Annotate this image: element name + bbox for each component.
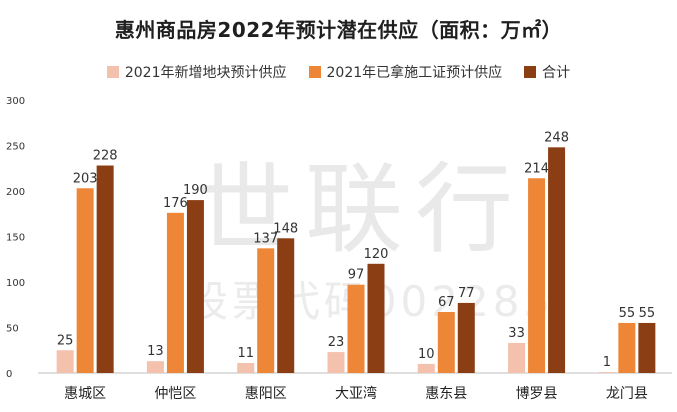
y-tick-label: 250 [6,142,25,153]
legend-swatch-permitted [308,66,321,78]
legend-label-total: 合计 [542,65,571,81]
bar-total [638,322,656,373]
data-label: 190 [183,183,208,198]
data-label: 214 [524,161,549,176]
data-label: 25 [57,333,74,348]
legend-item-new-land: 2021年新增地块预计供应 [106,62,287,82]
bar-total [96,165,114,373]
x-category-label: 惠阳区 [245,386,287,402]
legend-swatch-new-land [106,66,119,78]
bar-new-land [56,350,74,373]
data-label: 97 [348,268,365,283]
bar-new-land [146,361,164,373]
chart-legend: 2021年新增地块预计供应 2021年已拿施工证预计供应 合计 [0,62,677,82]
x-category-label: 惠城区 [64,386,106,402]
bar-new-land [327,352,345,373]
bar-new-land [417,363,435,373]
bar-total [367,263,385,373]
bar-permitted [347,284,365,373]
bar-permitted [166,212,184,373]
bar-new-land [508,342,526,373]
chart-title: 惠州商品房2022年预计潜在供应（面积：万㎡） [114,18,563,42]
data-label: 23 [328,335,345,350]
data-label: 120 [364,247,389,262]
data-label: 13 [147,344,164,359]
bar-permitted [528,178,546,373]
bar-total [548,147,566,373]
bar-total [186,200,204,373]
bar-new-land [598,372,616,373]
legend-label-new-land: 2021年新增地块预计供应 [124,65,287,81]
x-category-label: 龙门县 [606,386,648,402]
bar-permitted [257,248,275,373]
bar-permitted [76,188,94,373]
data-label: 176 [163,196,188,211]
x-category-label: 博罗县 [516,385,558,402]
data-label: 55 [619,306,636,321]
y-tick-label: 0 [6,369,12,380]
data-label: 228 [93,149,118,164]
data-label: 137 [253,231,278,246]
bar-total [277,238,295,373]
data-label: 11 [237,346,254,361]
y-tick-label: 150 [6,233,25,244]
data-label: 148 [273,221,298,236]
x-category-label: 仲恺区 [154,386,196,402]
y-tick-label: 100 [6,278,25,289]
legend-label-permitted: 2021年已拿施工证预计供应 [326,65,503,81]
y-tick-label: 300 [6,96,25,107]
data-label: 77 [458,286,475,301]
legend-swatch-total [524,66,537,78]
legend-item-total: 合计 [524,62,570,82]
x-category-label: 惠东县 [425,386,467,402]
data-label: 203 [73,171,98,186]
bar-permitted [437,312,455,373]
data-label: 10 [418,347,435,362]
data-label: 1 [603,355,611,370]
bar-permitted [618,322,636,373]
data-label: 33 [508,326,525,341]
data-label: 67 [438,295,455,310]
data-label: 55 [639,306,656,321]
bar-new-land [237,362,255,373]
data-label: 248 [544,130,569,145]
y-tick-label: 200 [6,187,25,198]
bar-total [457,302,475,373]
legend-item-permitted: 2021年已拿施工证预计供应 [308,62,503,82]
x-category-label: 大亚湾 [335,385,377,402]
y-tick-label: 50 [6,324,19,335]
